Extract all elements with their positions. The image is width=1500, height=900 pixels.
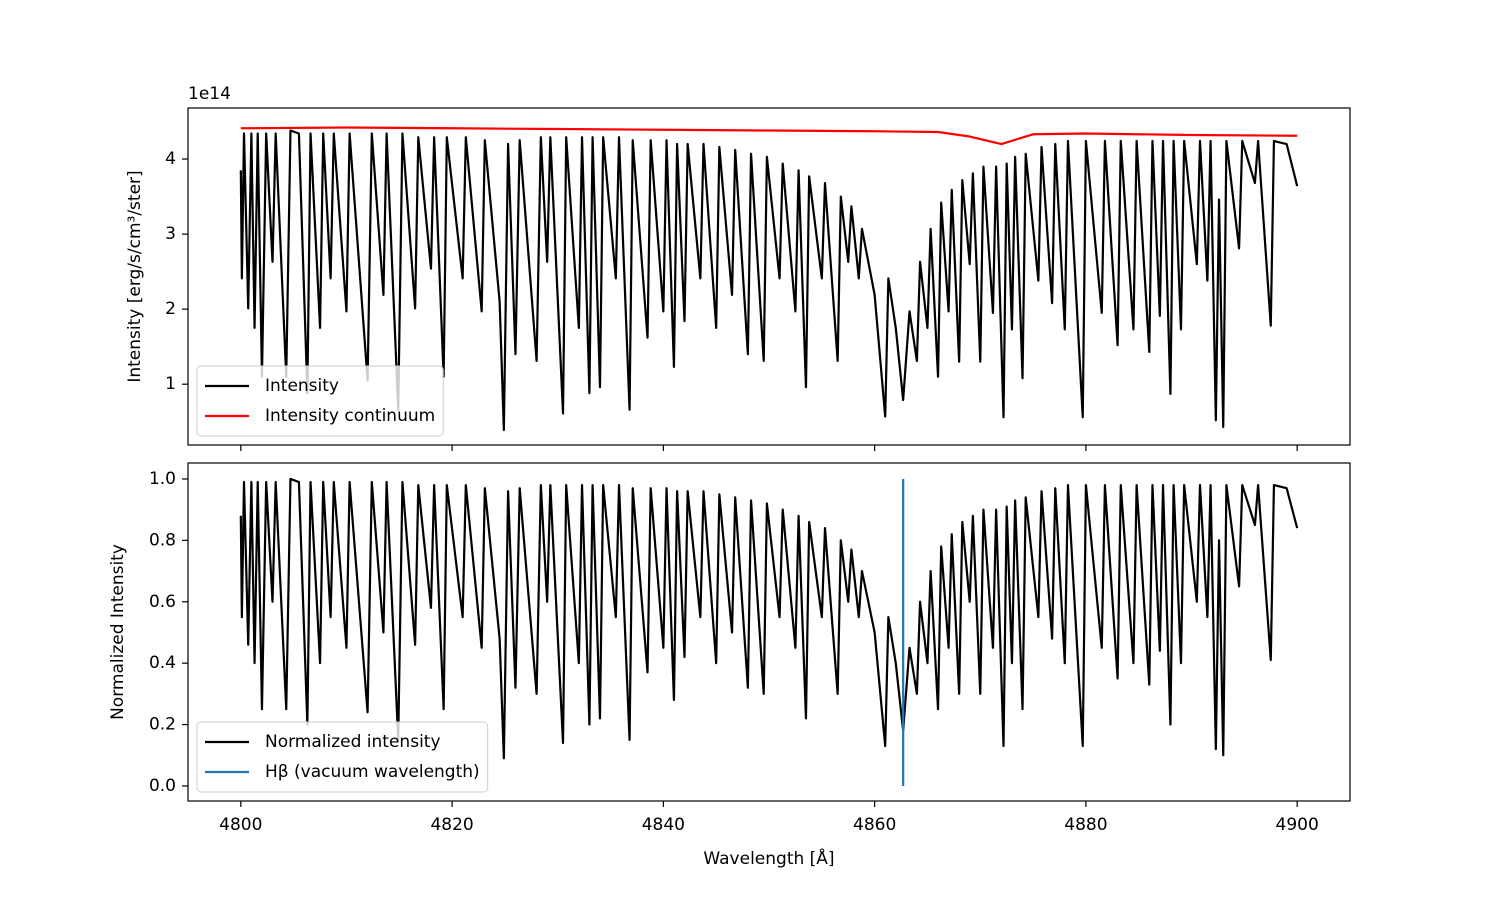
y-tick-label: 0.6 [149, 592, 176, 612]
x-tick-label: 4880 [1064, 815, 1107, 835]
legend-frame [196, 721, 489, 793]
axes-frame [187, 462, 1351, 802]
offset-label: 1e14 [188, 84, 231, 104]
y-tick-label: 0.4 [149, 653, 176, 673]
legend-label: Intensity [265, 376, 339, 396]
y-tick-label: 2 [165, 299, 176, 319]
y-tick-label: 0.0 [149, 776, 176, 796]
y-axis-label: Intensity [erg/s/cm³/ster] [125, 170, 145, 382]
x-tick-label: 4900 [1276, 815, 1319, 835]
y-tick-label: 0.8 [149, 530, 176, 550]
y-tick-label: 1.0 [149, 469, 176, 489]
legend-label: Intensity continuum [265, 406, 435, 426]
y-axis-label: Normalized Intensity [108, 544, 128, 720]
x-tick-label: 4840 [642, 815, 685, 835]
series-line [239, 477, 1299, 760]
x-tick-label: 4800 [219, 815, 262, 835]
legend-label: Hβ (vacuum wavelength) [265, 762, 480, 782]
x-tick-label: 4820 [430, 815, 473, 835]
y-tick-label: 0.2 [149, 715, 176, 735]
legend-label: Normalized intensity [265, 732, 441, 752]
x-tick-label: 4860 [853, 815, 896, 835]
series-line [240, 126, 1298, 146]
y-tick-label: 4 [165, 149, 176, 169]
legend-frame [196, 365, 444, 437]
axes-frame [187, 107, 1351, 446]
y-tick-label: 1 [165, 374, 176, 394]
y-tick-label: 3 [165, 224, 176, 244]
x-axis-label: Wavelength [Å] [703, 847, 834, 869]
